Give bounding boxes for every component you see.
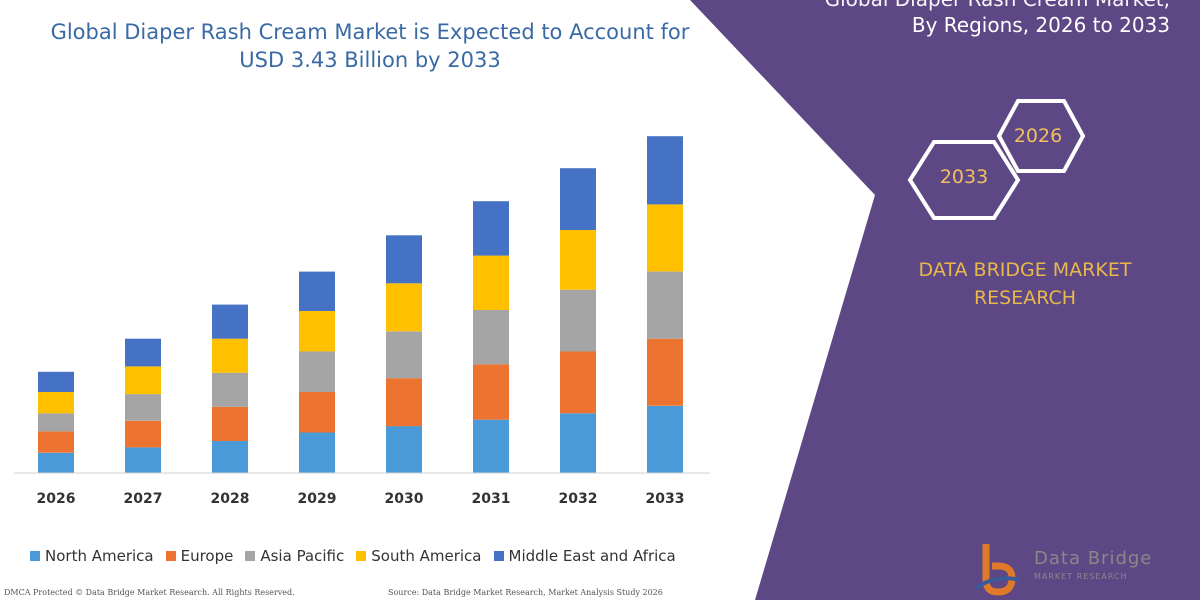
bar-2030-asia-pacific <box>386 331 422 379</box>
logo-text-secondary: MARKET RESEARCH <box>1034 572 1128 581</box>
bar-2030-south-america <box>386 283 422 332</box>
bar-2027-north-america <box>125 447 161 473</box>
bar-2033-europe <box>647 338 683 406</box>
bar-2029-north-america <box>299 432 335 473</box>
bar-2028-europe <box>212 406 248 441</box>
bar-2027-middle-east-and-africa <box>125 338 161 367</box>
bar-2033-middle-east-and-africa <box>647 136 683 205</box>
bar-2033-north-america <box>647 405 683 473</box>
legend-swatch <box>493 551 504 561</box>
bar-2031-europe <box>473 364 509 420</box>
x-tick-2032: 2032 <box>559 491 598 507</box>
legend-item-asia-pacific: Asia Pacific <box>245 547 344 565</box>
legend-item-north-america: North America <box>30 547 154 565</box>
legend-item-europe: Europe <box>165 547 234 565</box>
panel-title-line2: By Regions, 2026 to 2033 <box>911 13 1170 37</box>
bar-2027-europe <box>125 420 161 448</box>
legend-item-south-america: South America <box>356 547 482 565</box>
legend-swatch <box>165 551 176 561</box>
hexagon-2033 <box>907 140 1021 220</box>
legend-swatch <box>245 551 256 561</box>
bar-2026-north-america <box>38 452 74 473</box>
brand-line1: DATA BRIDGE MARKET <box>918 259 1132 281</box>
x-tick-2028: 2028 <box>211 491 250 507</box>
logo-mark <box>974 544 1021 596</box>
bar-2032-middle-east-and-africa <box>560 168 596 230</box>
bar-2026-south-america <box>38 392 74 414</box>
x-tick-2029: 2029 <box>298 491 337 507</box>
source-note: Source: Data Bridge Market Research, Mar… <box>388 588 663 597</box>
x-tick-2027: 2027 <box>124 491 163 507</box>
chart-title-line2: USD 3.43 Billion by 2033 <box>239 48 501 72</box>
chart-legend: North America Europe Asia Pacific South Ame… <box>30 545 730 567</box>
bar-2032-europe <box>560 351 596 414</box>
bar-2026-middle-east-and-africa <box>38 371 74 392</box>
legend-label: Europe <box>180 547 234 565</box>
bar-2029-middle-east-and-africa <box>299 271 335 311</box>
chart-title: Global Diaper Rash Cream Market is Expec… <box>20 18 720 74</box>
legend-label: Asia Pacific <box>260 547 345 565</box>
bar-2030-middle-east-and-africa <box>386 235 422 284</box>
hex-year-2026: 2026 <box>1013 125 1063 147</box>
bar-2028-south-america <box>212 338 248 373</box>
logo-text-primary: Data Bridge <box>1034 548 1153 569</box>
bar-2029-south-america <box>299 311 335 352</box>
panel-title-line1: Global Diaper Rash Cream Market, <box>820 0 1170 12</box>
x-tick-2033: 2033 <box>646 491 685 507</box>
x-tick-2026: 2026 <box>37 491 76 507</box>
panel-title: Global Diaper Rash Cream Market, By Regi… <box>820 0 1170 38</box>
x-tick-2031: 2031 <box>472 491 511 507</box>
bar-2031-south-america <box>473 255 509 310</box>
brand-line2: RESEARCH <box>973 287 1077 309</box>
x-tick-labels: 2026 2027 2028 2029 2030 2031 2032 2033 <box>37 491 685 507</box>
bar-2029-europe <box>299 392 335 433</box>
brand-name: DATA BRIDGE MARKET RESEARCH <box>880 256 1170 312</box>
bar-2026-europe <box>38 431 74 453</box>
bar-2029-asia-pacific <box>299 351 335 392</box>
bar-2027-south-america <box>125 366 161 395</box>
legend-label: Middle East and Africa <box>508 547 676 565</box>
stacked-bar-chart: 2026 2027 2028 2029 2030 2031 2032 2033 <box>14 136 710 507</box>
bar-2033-asia-pacific <box>647 271 683 339</box>
bars-group <box>38 136 683 473</box>
panel-background <box>690 0 1200 600</box>
bar-2032-asia-pacific <box>560 289 596 352</box>
bar-2028-north-america <box>212 441 248 473</box>
bar-2031-middle-east-and-africa <box>473 201 509 256</box>
legend-swatch <box>356 551 367 561</box>
bar-2032-south-america <box>560 230 596 290</box>
bar-2026-asia-pacific <box>38 413 74 432</box>
bar-2028-asia-pacific <box>212 372 248 407</box>
legend-item-middle-east-and-africa: Middle East and Africa <box>493 547 676 565</box>
bar-2028-middle-east-and-africa <box>212 304 248 339</box>
chart-title-line1: Global Diaper Rash Cream Market is Expec… <box>50 20 690 44</box>
legend-swatch <box>30 551 40 561</box>
logo-icon <box>982 544 1016 596</box>
bar-2031-north-america <box>473 419 509 473</box>
bar-2031-asia-pacific <box>473 309 509 365</box>
hex-year-2033: 2033 <box>939 166 989 188</box>
bar-2032-north-america <box>560 413 596 473</box>
x-tick-2030: 2030 <box>385 491 424 507</box>
bar-2030-north-america <box>386 426 422 473</box>
logo-swoosh <box>974 576 1021 590</box>
bar-2030-europe <box>386 378 422 427</box>
bar-2033-south-america <box>647 204 683 272</box>
legend-label: North America <box>45 547 154 565</box>
legend-label: South America <box>371 547 482 565</box>
bar-2027-asia-pacific <box>125 394 161 421</box>
hexagon-2026 <box>996 99 1086 173</box>
copyright-note: DMCA Protected © Data Bridge Market Rese… <box>4 588 295 597</box>
